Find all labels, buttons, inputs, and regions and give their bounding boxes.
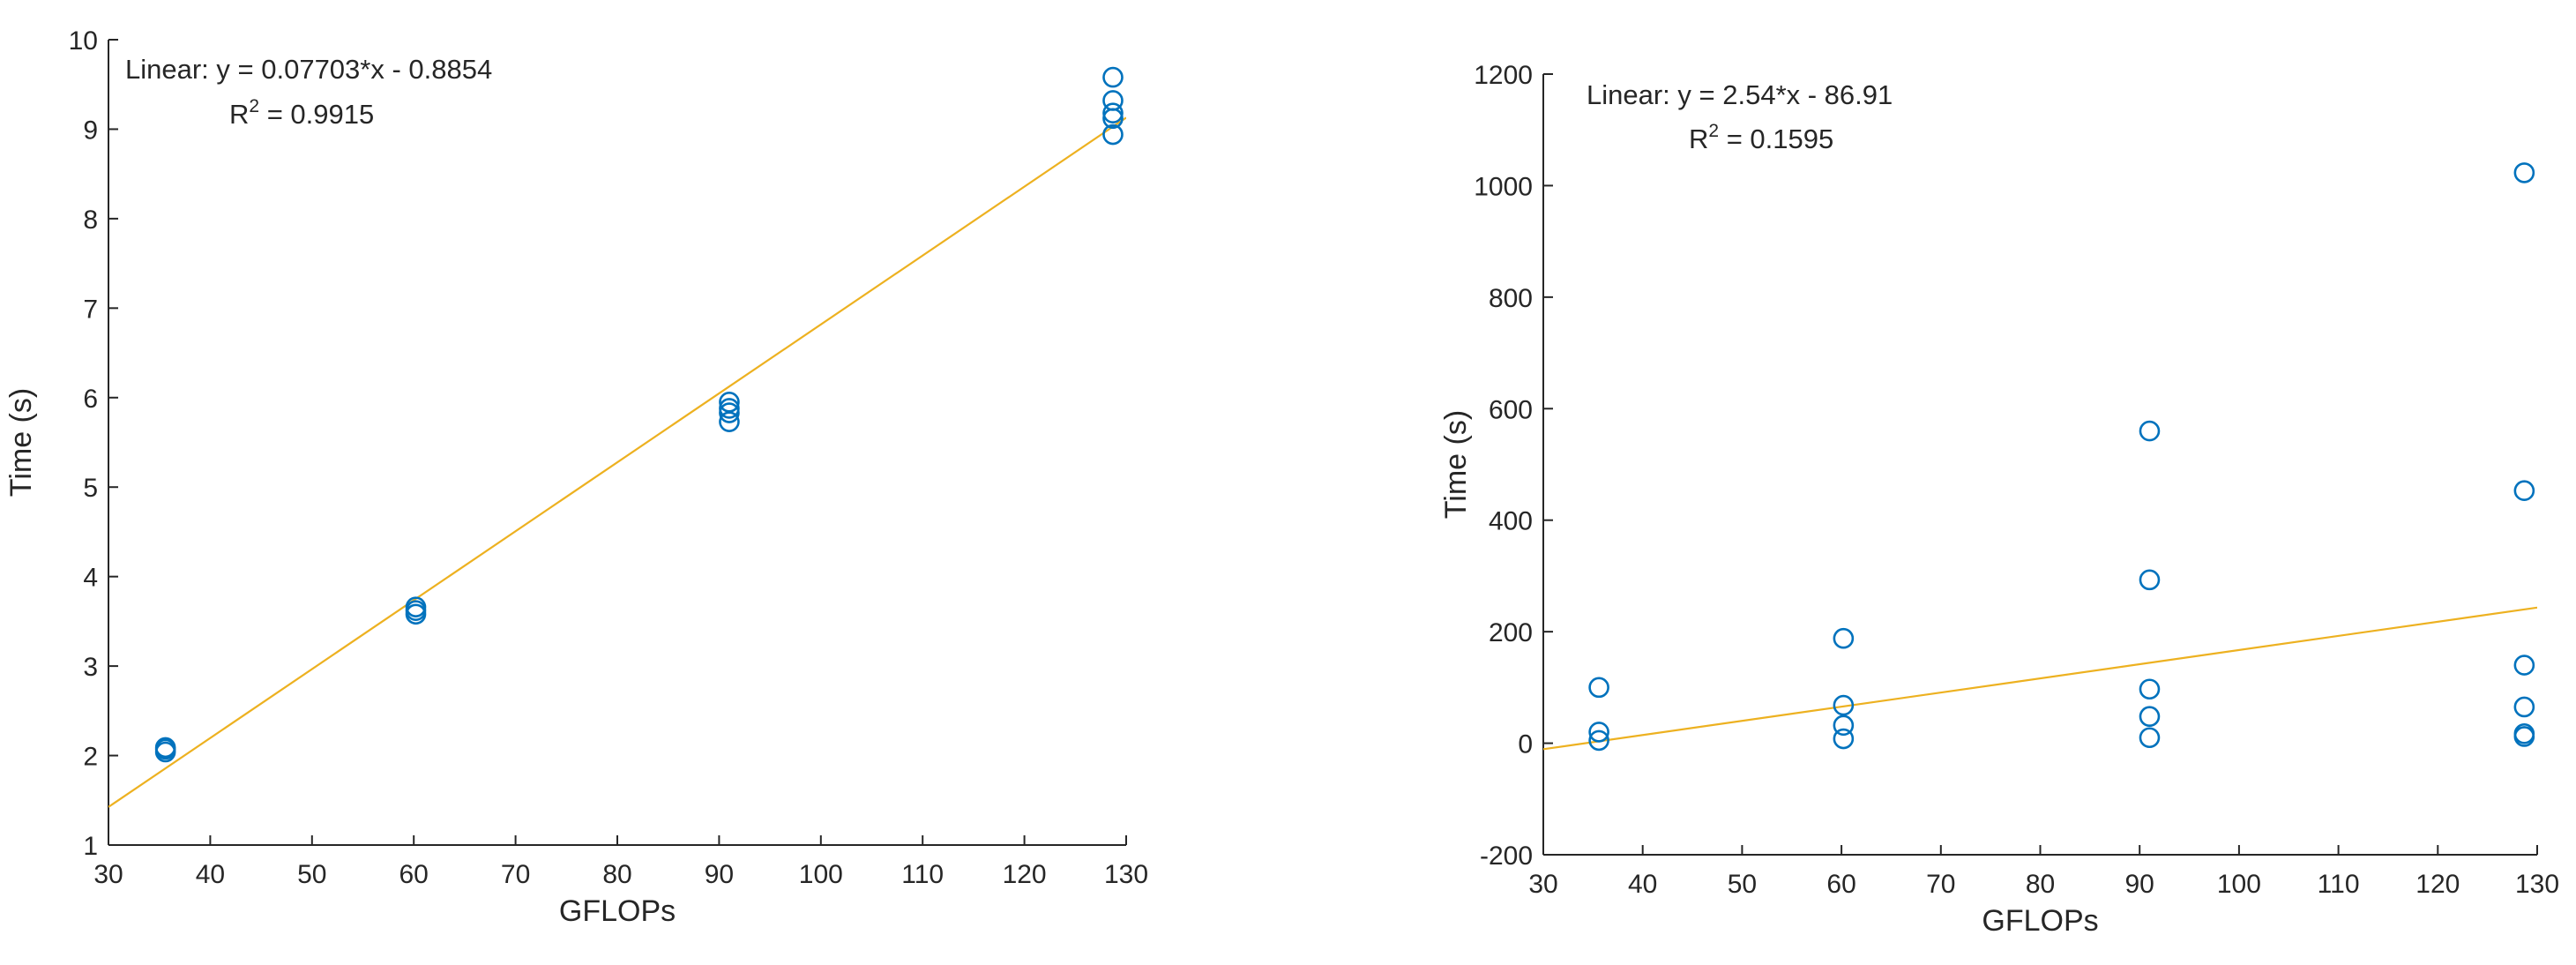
x-tick-label: 50: [1728, 870, 1757, 899]
data-point: [1102, 123, 1124, 146]
data-point: [1102, 102, 1124, 123]
data-point: [1833, 627, 1855, 649]
data-point: [719, 392, 740, 413]
y-tick-label: 5: [83, 474, 98, 503]
data-point: [2513, 696, 2535, 718]
x-tick-label: 130: [2515, 870, 2559, 899]
x-tick-label: 120: [2415, 870, 2460, 899]
data-point: [2139, 678, 2161, 700]
linear-fit-line: [108, 116, 1126, 808]
y-tick-label: 6: [83, 385, 98, 414]
x-tick-label: 30: [1528, 870, 1557, 899]
linear-fit-line: [1543, 606, 2537, 751]
x-axis-label: GFLOPs: [1982, 904, 2098, 938]
x-tick-label: 110: [901, 860, 944, 889]
x-tick-label: 40: [196, 860, 225, 889]
data-point: [1102, 90, 1124, 111]
y-tick-label: -200: [1480, 842, 1533, 871]
data-point: [2513, 162, 2535, 183]
x-tick-label: 50: [297, 860, 326, 889]
y-tick-label: 1: [83, 832, 98, 861]
data-point: [405, 596, 427, 617]
y-tick-label: 800: [1489, 284, 1533, 313]
y-tick-label: 4: [83, 564, 98, 593]
fit-equation: Linear: y = 2.54*x - 86.91: [1587, 79, 1893, 110]
y-tick-label: 1000: [1474, 172, 1533, 201]
x-tick-label: 70: [501, 860, 530, 889]
data-point: [1588, 729, 1609, 752]
data-point: [2513, 655, 2535, 676]
data-point: [2139, 420, 2161, 442]
y-tick-label: 600: [1489, 395, 1533, 424]
y-axis-label: Time (s): [4, 388, 38, 497]
data-point: [1588, 722, 1609, 743]
data-point: [2139, 706, 2161, 728]
x-tick-label: 130: [1104, 860, 1148, 889]
fit-equation: Linear: y = 0.07703*x - 0.8854: [125, 54, 492, 85]
y-tick-label: 10: [69, 26, 98, 56]
x-tick-label: 70: [1926, 870, 1955, 899]
x-tick-label: 80: [2026, 870, 2055, 899]
data-point: [2513, 726, 2535, 747]
x-tick-label: 90: [705, 860, 734, 889]
y-tick-label: 200: [1489, 618, 1533, 647]
data-point: [2513, 480, 2535, 502]
data-point: [1833, 728, 1855, 750]
x-tick-label: 60: [399, 860, 429, 889]
right-scatter-plot: 30 40 50 60 70 80 90 100 110 120 130 -200 0 200 400 600…: [1439, 61, 2559, 938]
x-axis-label: GFLOPs: [559, 894, 676, 928]
y-tick-label: 2: [83, 743, 98, 772]
data-point: [1833, 694, 1855, 716]
y-tick-label: 8: [83, 206, 98, 235]
y-tick-label: 3: [83, 653, 98, 682]
x-tick-label: 100: [799, 860, 843, 889]
x-tick-label: 30: [93, 860, 123, 889]
data-point: [719, 398, 740, 419]
data-point: [2139, 727, 2161, 749]
data-point: [2139, 569, 2161, 591]
x-tick-label: 100: [2217, 870, 2261, 899]
x-tick-label: 90: [2125, 870, 2154, 899]
y-axis-label: Time (s): [1439, 410, 1473, 519]
r-squared: R2 = 0.1595: [1689, 121, 1833, 154]
x-tick-label: 40: [1628, 870, 1657, 899]
x-tick-label: 80: [602, 860, 631, 889]
r-squared: R2 = 0.9915: [229, 96, 374, 130]
left-scatter-plot: 30 40 50 60 70 80 90 100 110 120 130 1 2 3 4 5 6 7 8 9 10 GFL…: [4, 26, 1148, 928]
data-point: [1102, 66, 1124, 88]
data-point: [1833, 714, 1855, 737]
x-tick-label: 60: [1826, 870, 1855, 899]
x-tick-label: 120: [1003, 860, 1047, 889]
x-tick-label: 110: [2318, 870, 2360, 899]
data-point: [719, 411, 740, 432]
y-tick-label: 7: [83, 295, 98, 324]
y-tick-label: 400: [1489, 507, 1533, 536]
y-tick-label: 1200: [1474, 61, 1533, 90]
y-tick-label: 0: [1518, 730, 1533, 759]
y-tick-label: 9: [83, 116, 98, 145]
data-point: [1588, 677, 1609, 699]
data-point: [154, 737, 176, 759]
